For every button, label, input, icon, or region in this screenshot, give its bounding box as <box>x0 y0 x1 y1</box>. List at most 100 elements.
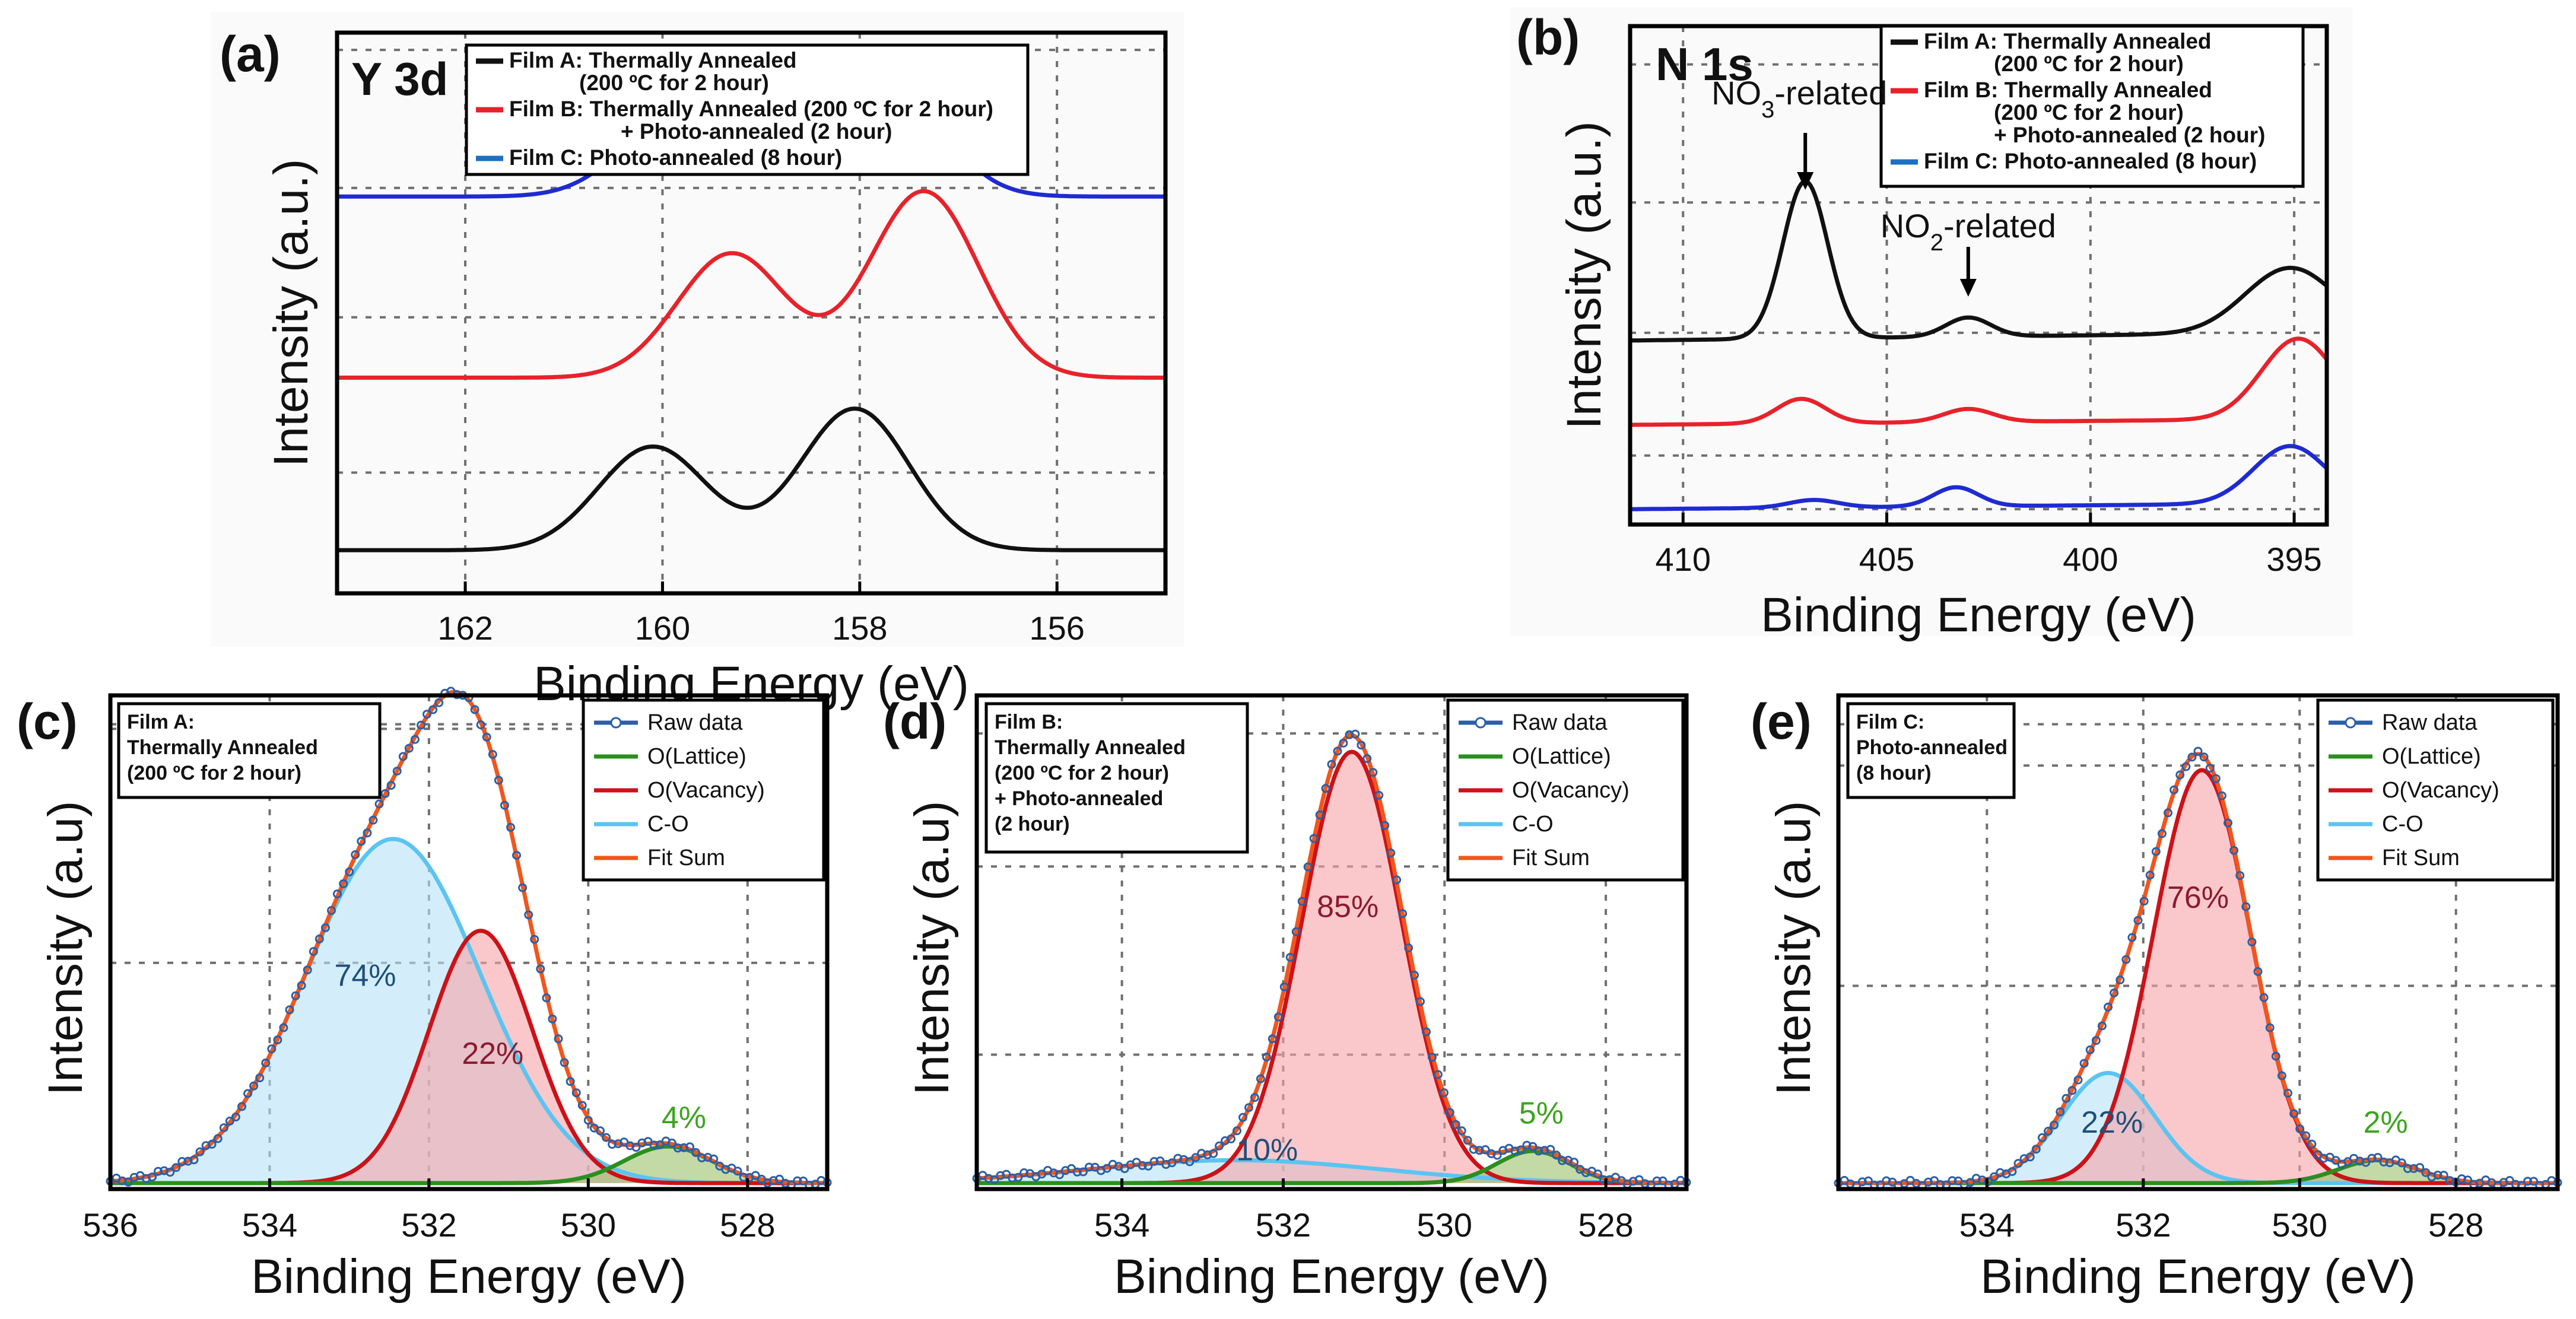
raw-data-point <box>1055 1170 1064 1180</box>
raw-data-point <box>327 906 336 915</box>
raw-data-point <box>392 767 402 776</box>
raw-data-point <box>1439 1088 1449 1098</box>
raw-data-point <box>500 800 509 810</box>
raw-data-point <box>2157 829 2167 838</box>
series-film-b <box>1630 336 2329 427</box>
series-film-c <box>1630 444 2329 511</box>
raw-data-point <box>482 732 491 742</box>
raw-data-point <box>1593 1169 1602 1179</box>
raw-data-point <box>1019 1168 1029 1177</box>
legend-entry: Fit Sum <box>1512 846 1590 870</box>
raw-data-point <box>1652 1176 1662 1185</box>
raw-data-point <box>261 1059 271 1067</box>
raw-data-point <box>231 1113 240 1121</box>
raw-data-point <box>673 1143 682 1153</box>
raw-data-point <box>1191 1153 1200 1162</box>
y-axis-title: Intensity (a.u.) <box>264 159 318 468</box>
film-info-box <box>1846 702 2016 799</box>
raw-data-point <box>990 1175 999 1184</box>
raw-data-point <box>1451 1120 1460 1129</box>
raw-data-point <box>2529 1177 2539 1186</box>
film-info-line: Film B: <box>995 711 1063 733</box>
raw-data-point <box>2121 955 2131 964</box>
raw-data-point <box>2031 1145 2041 1154</box>
raw-data-point <box>1634 1175 1644 1184</box>
raw-data-point <box>2193 746 2203 756</box>
raw-data-point <box>2439 1171 2448 1180</box>
raw-data-point <box>2397 1158 2406 1168</box>
raw-data-point <box>476 720 485 729</box>
raw-data-point <box>243 1089 252 1098</box>
legend-entry: Film C: Photo-annealed (8 hour) <box>509 145 842 170</box>
raw-data-point <box>2008 1167 2017 1176</box>
raw-data-point <box>1102 1164 1111 1173</box>
raw-data-point <box>1570 1158 1579 1167</box>
raw-data-point <box>1149 1157 1159 1166</box>
raw-data-point <box>339 879 348 888</box>
raw-data-point <box>631 1143 641 1152</box>
raw-data-point <box>751 1171 760 1180</box>
percent-label: 10% <box>1236 1133 1298 1167</box>
panel-e: 76% 22% 2% 534 532 530 528 Binding Energy (eV) I… <box>1751 693 2562 1304</box>
raw-data-point <box>1445 1108 1454 1117</box>
raw-data-point <box>1540 1146 1549 1155</box>
film-info-line: Photo-annealed <box>1856 736 2008 759</box>
raw-data-point <box>1256 1074 1265 1083</box>
raw-data-point <box>1333 746 1342 756</box>
percent-label: 22% <box>462 1037 523 1071</box>
raw-data-point <box>237 1102 246 1111</box>
raw-data-point <box>733 1167 742 1176</box>
raw-data-point <box>1658 1176 1667 1185</box>
raw-data-point <box>739 1172 748 1182</box>
x-tick-label: 405 <box>1859 541 1914 578</box>
legend-entry-cont: + Photo-annealed (2 hour) <box>621 119 892 144</box>
raw-data-point <box>2235 871 2245 881</box>
raw-data-point <box>1374 790 1384 800</box>
raw-data-point <box>273 1035 282 1045</box>
raw-data-point <box>2079 1059 2089 1068</box>
raw-data-point <box>560 1058 569 1067</box>
x-tick-label: 530 <box>561 1206 616 1244</box>
raw-data-point <box>1209 1149 1218 1158</box>
legend-entry: Raw data <box>647 710 743 735</box>
raw-data-point <box>1173 1153 1183 1163</box>
legend-entry: C-O <box>2382 812 2423 837</box>
raw-data-point <box>1238 1113 1247 1122</box>
raw-data-point <box>2463 1175 2472 1185</box>
raw-data-point <box>571 1088 581 1098</box>
x-tick-label: 528 <box>1578 1206 1633 1244</box>
raw-data-point <box>1327 759 1336 769</box>
legend: Film A: Thermally Annealed(200 ºC for 2 … <box>1879 24 2305 188</box>
raw-data-point <box>1273 1012 1283 1022</box>
component-fill-o-vacancy- <box>1838 770 2558 1183</box>
raw-data-point <box>2277 1071 2286 1080</box>
component-fill-o-lattice- <box>110 1146 827 1183</box>
raw-data-point <box>1510 1146 1520 1156</box>
raw-data-point <box>685 1142 694 1152</box>
legend-entry-cont: + Photo-annealed (2 hour) <box>1994 123 2265 147</box>
film-info-line: (200 ºC for 2 hour) <box>995 762 1169 784</box>
raw-data-point <box>1279 982 1289 991</box>
raw-data-point <box>667 1138 676 1148</box>
raw-data-point <box>1227 1134 1236 1143</box>
raw-data-point <box>2523 1177 2532 1186</box>
raw-data-point <box>2505 1176 2514 1185</box>
raw-data-point <box>1427 1053 1437 1062</box>
percent-label: 4% <box>662 1101 706 1135</box>
panel-label: (e) <box>1751 694 1812 749</box>
raw-data-point <box>2181 762 2191 771</box>
raw-data-point <box>195 1147 205 1156</box>
legend-entry: O(Vacancy) <box>647 778 765 803</box>
film-info-line: (2 hour) <box>995 813 1070 835</box>
film-info-line: Film A: <box>127 711 195 733</box>
legend-entry: O(Vacancy) <box>2382 778 2499 803</box>
raw-data-point <box>1368 768 1378 777</box>
raw-data-point <box>2229 846 2239 855</box>
x-tick-label: 158 <box>832 609 887 647</box>
raw-data-point <box>1457 1126 1466 1136</box>
raw-data-point <box>2283 1088 2292 1098</box>
percent-label: 74% <box>334 958 396 993</box>
series-film-a <box>1630 179 2329 343</box>
raw-data-point <box>398 752 408 761</box>
